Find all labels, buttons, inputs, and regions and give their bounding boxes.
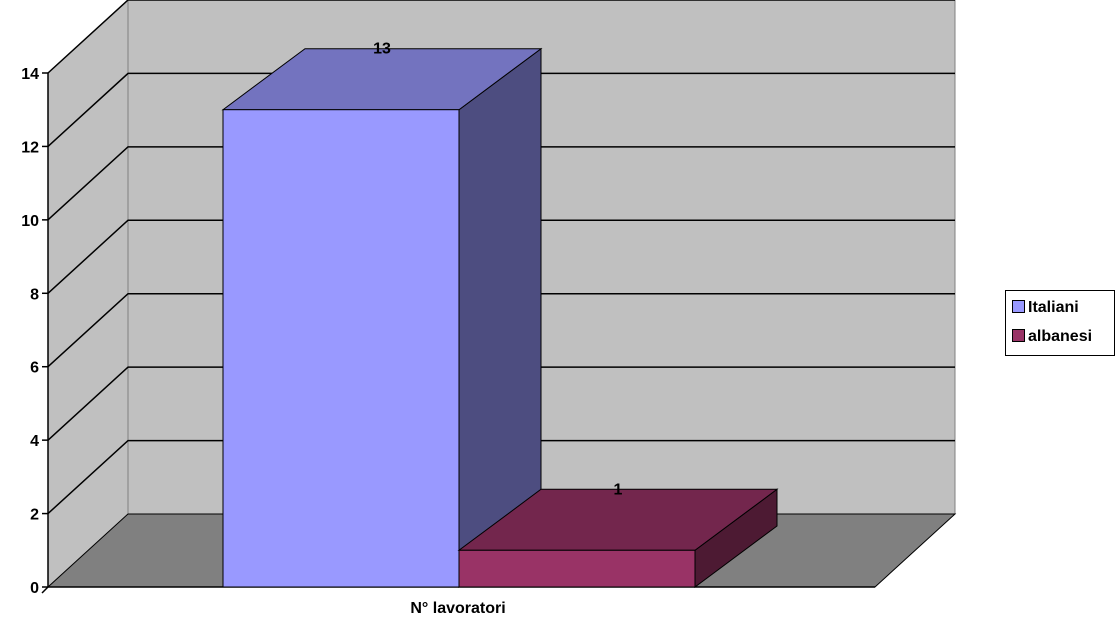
y-tick-label: 4 bbox=[30, 433, 39, 450]
data-labels: 13 1 bbox=[373, 41, 622, 499]
legend-label-italiani: Italiani bbox=[1028, 299, 1079, 316]
gridline bbox=[47, 292, 955, 368]
x-axis-label: N° lavoratori bbox=[410, 600, 505, 617]
y-tick-label: 10 bbox=[21, 213, 39, 230]
legend-item-albanesi: albanesi bbox=[1012, 327, 1092, 347]
gridline bbox=[47, 146, 955, 221]
bars bbox=[221, 47, 779, 588]
legend-swatch-italiani bbox=[1012, 300, 1025, 314]
y-tick-label: 12 bbox=[21, 139, 39, 156]
data-label-albanesi: 1 bbox=[614, 481, 623, 498]
y-tick-label: 8 bbox=[30, 286, 39, 303]
y-tick-label: 6 bbox=[30, 360, 39, 377]
legend-swatch-albanesi bbox=[1012, 329, 1025, 343]
bar-front bbox=[458, 549, 696, 588]
data-label-italiani: 13 bbox=[373, 41, 391, 58]
bar-front bbox=[222, 109, 460, 588]
gridline bbox=[47, 0, 955, 74]
x-tick bbox=[41, 586, 49, 594]
gridline bbox=[47, 72, 955, 147]
y-axis: 0 2 4 6 8 10 12 14 bbox=[21, 66, 875, 597]
gridline bbox=[47, 219, 955, 294]
bar-albanesi bbox=[457, 488, 779, 588]
legend-label-albanesi: albanesi bbox=[1028, 328, 1093, 345]
side-wall bbox=[47, 0, 129, 589]
gridline bbox=[47, 439, 955, 515]
legend-item-italiani: Italiani bbox=[1012, 298, 1079, 318]
y-tick-label: 0 bbox=[30, 580, 39, 597]
bar-italiani bbox=[221, 47, 543, 588]
y-tick-label: 14 bbox=[21, 66, 39, 83]
gridlines bbox=[47, 0, 955, 515]
gridline bbox=[47, 366, 955, 441]
y-tick-label: 2 bbox=[30, 507, 39, 524]
legend: Italiani albanesi bbox=[1005, 290, 1115, 356]
